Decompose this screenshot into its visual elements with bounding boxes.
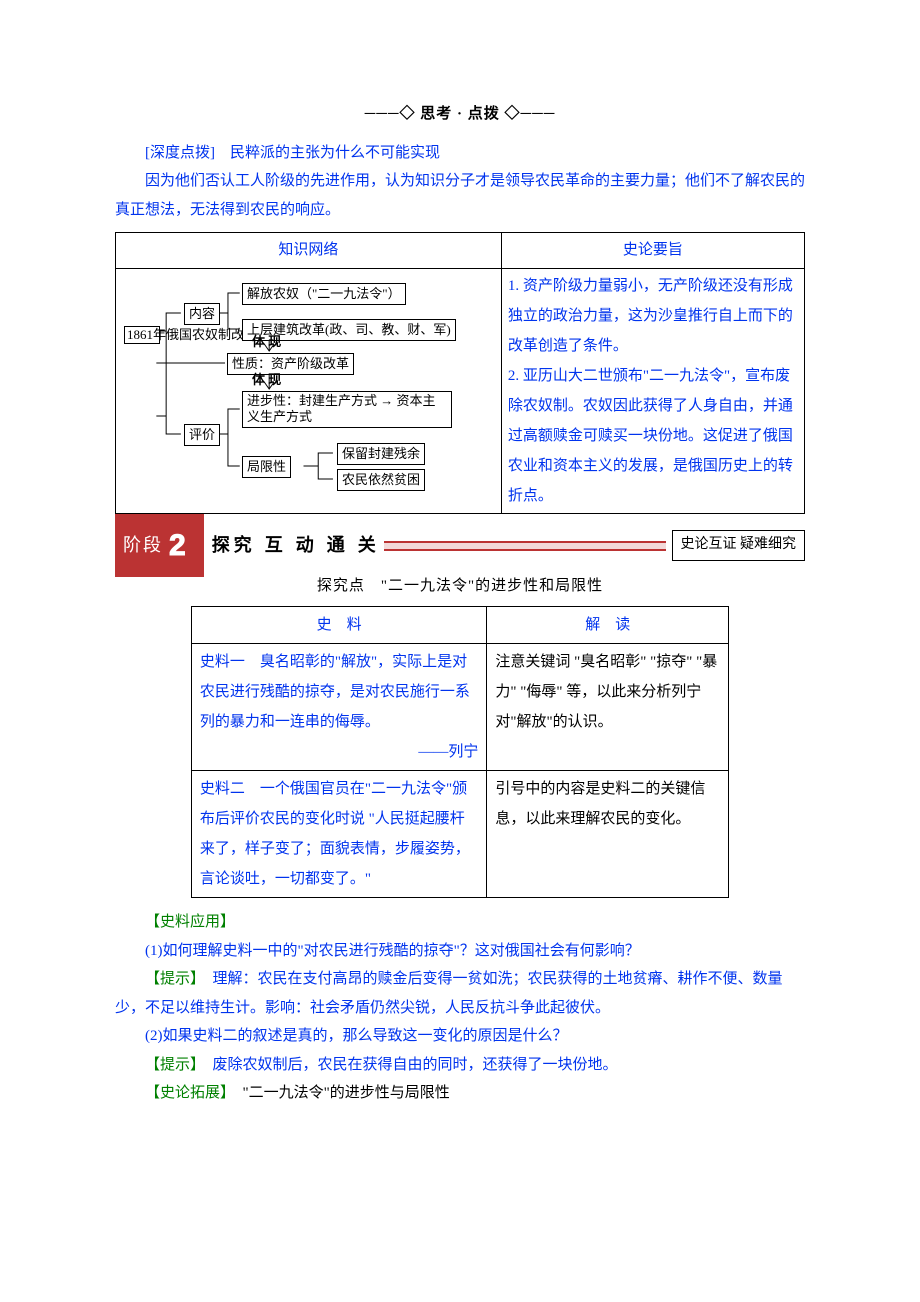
deep-prompt-text: 民粹派的主张为什么不可能实现 <box>230 145 440 161</box>
deep-prompt: [深度点拨] 民粹派的主张为什么不可能实现 <box>115 139 805 168</box>
extend-line: 【史论拓展】 "二一九法令"的进步性与局限性 <box>115 1079 805 1108</box>
knowledge-table: 知识网络 史论要旨 <box>115 232 805 514</box>
usage-label: 【史料应用】 <box>115 908 805 937</box>
banner-right: 史论互证 疑难细究 <box>672 530 806 561</box>
node-content: 内容 <box>184 303 220 325</box>
node-limit: 局限性 <box>242 456 291 478</box>
diagram-cell: 1861年俄国农奴制改革 内容 解放农奴（"二一九法令"） 上层建筑改革(政、司… <box>116 268 502 513</box>
node-content-1: 解放农奴（"二一九法令"） <box>242 283 406 305</box>
title-line: ───◇ 思考 · 点拨 ◇─── <box>115 100 805 129</box>
material-table: 史 料 解 读 史料一 臭名昭彰的"解放"，实际上是对农民进行残酷的掠夺，是对农… <box>191 606 729 898</box>
node-progress: 进步性：封建生产方式 → 资本主义生产方式 <box>242 391 452 429</box>
mt-r2-int: 引号中的内容是史料二的关键信息，以此来理解农民的变化。 <box>487 771 729 898</box>
kn-header-right: 史论要旨 <box>501 233 804 269</box>
node-eval: 评价 <box>184 424 220 446</box>
banner-line <box>384 541 666 551</box>
q1: (1)如何理解史料一中的"对农民进行残酷的掠夺"？这对俄国社会有何影响？ <box>115 937 805 966</box>
section-banner: 阶段 2 探究 互 动 通 关 史论互证 疑难细究 <box>115 528 805 564</box>
extend-label: 【史论拓展】 <box>145 1085 228 1101</box>
gist-2: 2. 亚历山大二世颁布"二一九法令"，宣布废除农奴制。农奴因此获得了人身自由，并… <box>508 361 798 511</box>
deep-answer: 因为他们否认工人阶级的先进作用，认为知识分子才是领导农民革命的主要力量；他们不了… <box>115 167 805 224</box>
node-nature: 性质：资产阶级改革 <box>227 353 354 375</box>
a2-label: 【提示】 <box>145 1057 198 1073</box>
node-limit-2: 农民依然贫困 <box>337 469 425 491</box>
mt-h2: 解 读 <box>487 607 729 644</box>
banner-num: 2 <box>169 517 188 574</box>
a2-text: 废除农奴制后，农民在获得自由的同时，还获得了一块份地。 <box>198 1057 618 1073</box>
mt-r1-lead: 史料一 臭名昭彰的"解放"，实际上是对农民进行残酷的掠夺，是对农民施行一系列的暴… <box>200 647 478 737</box>
deep-prompt-label: [深度点拨] <box>145 145 215 161</box>
node-limit-1: 保留封建残余 <box>337 443 425 465</box>
diagram: 1861年俄国农奴制改革 内容 解放农奴（"二一九法令"） 上层建筑改革(政、司… <box>122 271 495 501</box>
subtitle: 探究点 "二一九法令"的进步性和局限性 <box>115 572 805 601</box>
banner-text: 探究 互 动 通 关 <box>212 528 380 562</box>
a2-line: 【提示】 废除农奴制后，农民在获得自由的同时，还获得了一块份地。 <box>115 1051 805 1080</box>
mt-r1-src: 史料一 臭名昭彰的"解放"，实际上是对农民进行残酷的掠夺，是对农民施行一系列的暴… <box>191 644 486 771</box>
a1-label: 【提示】 <box>145 971 198 987</box>
a1-line: 【提示】 理解：农民在支付高昂的赎金后变得一贫如洗；农民获得的土地贫瘠、耕作不便… <box>115 965 805 1022</box>
gist-cell: 1. 资产阶级力量弱小，无产阶级还没有形成独立的政治力量，这为沙皇推行自上而下的… <box>501 268 804 513</box>
kn-header-left: 知识网络 <box>116 233 502 269</box>
banner-stage: 阶段 <box>123 528 163 562</box>
q2: (2)如果史料二的叙述是真的，那么导致这一变化的原因是什么？ <box>115 1022 805 1051</box>
mt-r1-int: 注意关键词 "臭名昭彰" "掠夺" "暴力" "侮辱" 等，以此来分析列宁对"解… <box>487 644 729 771</box>
mt-h1: 史 料 <box>191 607 486 644</box>
banner-box: 阶段 2 <box>115 514 204 577</box>
embody-1: 体 现 <box>252 333 281 351</box>
mt-r1-attr: ——列宁 <box>200 737 478 767</box>
gist-1: 1. 资产阶级力量弱小，无产阶级还没有形成独立的政治力量，这为沙皇推行自上而下的… <box>508 271 798 361</box>
diagram-root: 1861年俄国农奴制改革 <box>124 326 160 345</box>
embody-2: 体 现 <box>252 371 281 389</box>
extend-text: "二一九法令"的进步性与局限性 <box>228 1085 450 1101</box>
a1-text: 理解：农民在支付高昂的赎金后变得一贫如洗；农民获得的土地贫瘠、耕作不便、数量少，… <box>115 971 783 1016</box>
mt-r2-src: 史料二 一个俄国官员在"二一九法令"颁布后评价农民的变化时说 "人民挺起腰杆来了… <box>191 771 486 898</box>
